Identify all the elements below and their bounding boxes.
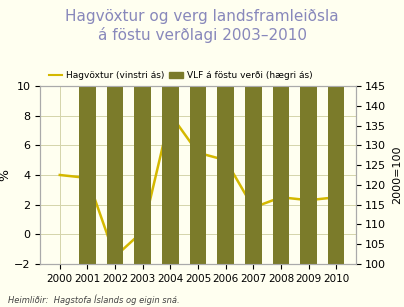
Bar — [162, 0, 179, 264]
Bar — [79, 0, 96, 264]
Bar — [245, 0, 261, 264]
Bar — [135, 0, 151, 264]
Bar — [189, 0, 206, 264]
Bar — [107, 0, 123, 264]
Bar — [300, 0, 317, 264]
Bar — [328, 0, 345, 264]
Y-axis label: %: % — [0, 169, 11, 181]
Bar — [217, 0, 234, 264]
Legend: Hagvöxtur (vinstri ás), VLF á föstu verði (hægri ás): Hagvöxtur (vinstri ás), VLF á föstu verð… — [45, 67, 316, 84]
Bar — [273, 0, 289, 264]
Text: Heimliðir:  Hagstofa Íslands og eigin sná.: Heimliðir: Hagstofa Íslands og eigin sná… — [8, 295, 180, 305]
Text: Hagvöxtur og verg landsframleiðsla
á föstu verðlagi 2003–2010: Hagvöxtur og verg landsframleiðsla á fös… — [65, 9, 339, 43]
Y-axis label: 2000=100: 2000=100 — [392, 146, 402, 204]
